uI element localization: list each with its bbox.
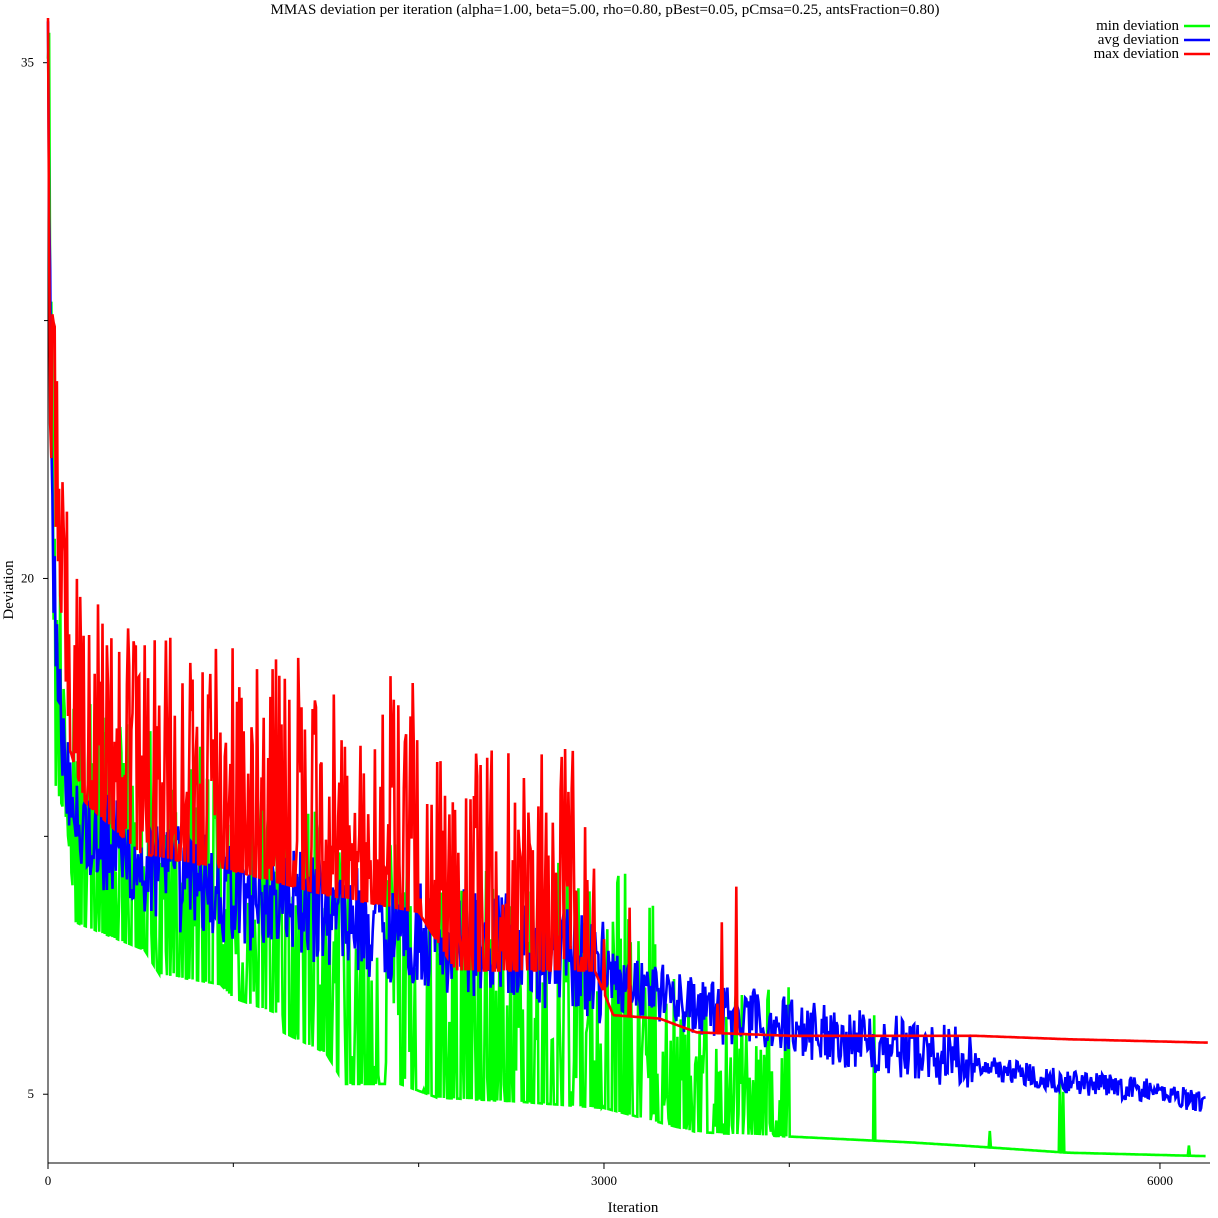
y-tick-label: 5 [28,1086,35,1101]
series-line-min-deviation [46,32,1206,1158]
y-axis-label: Deviation [1,560,17,620]
legend-label: min deviation [1096,18,1179,34]
legend-label: avg deviation [1098,32,1180,48]
plot-area [46,17,1208,1158]
chart-title: MMAS deviation per iteration (alpha=1.00… [271,2,940,18]
y-tick-label: 35 [21,55,34,70]
x-tick-label: 0 [45,1173,52,1188]
x-tick-label: 3000 [591,1173,617,1188]
x-axis-label: Iteration [608,1200,659,1216]
axes: 0 3000 6000 5 20 35 [21,18,1210,1188]
x-tick-label: 6000 [1147,1173,1173,1188]
series-line-max-deviation [46,17,1208,1044]
y-tick-label: 20 [21,570,34,585]
legend-label: max deviation [1094,46,1180,62]
